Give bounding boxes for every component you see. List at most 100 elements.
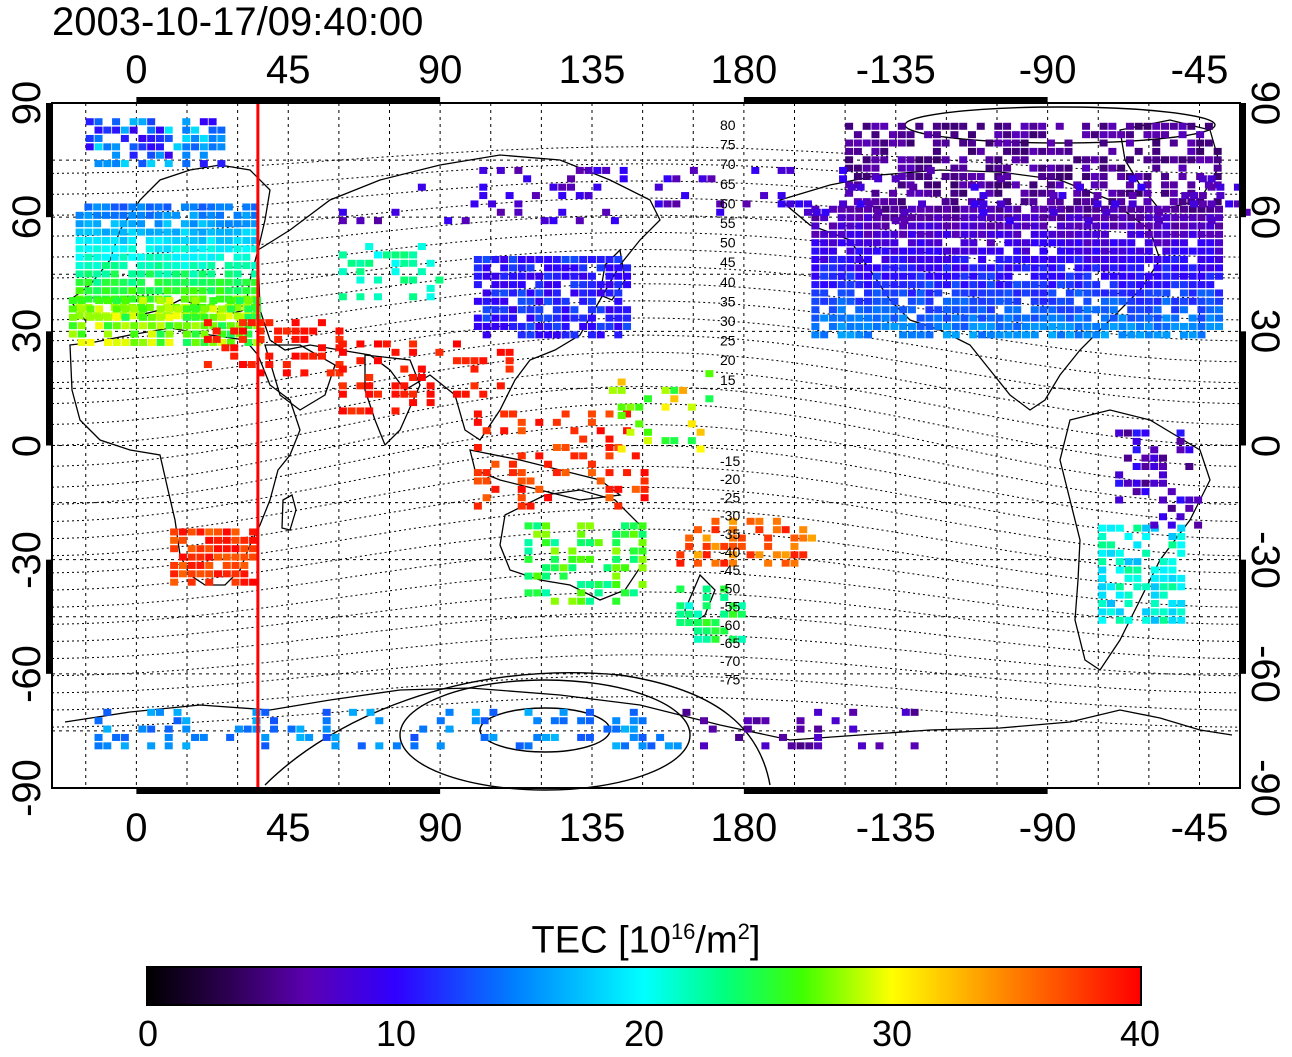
tec-cell <box>916 264 925 272</box>
tec-cell <box>1125 122 1134 130</box>
tec-cell <box>997 200 1005 208</box>
tec-cell <box>986 272 995 280</box>
tec-cell <box>1162 255 1171 263</box>
tec-cell <box>365 382 374 390</box>
tec-cell <box>103 338 112 346</box>
tec-cell <box>251 262 260 270</box>
tec-cell <box>112 118 121 126</box>
tec-cell <box>619 166 628 174</box>
tec-cell <box>855 205 864 213</box>
tec-cell <box>244 305 253 313</box>
tec-cell <box>976 181 985 189</box>
tec-cell <box>1132 488 1141 496</box>
tec-cell <box>205 545 214 553</box>
tec-cell <box>605 255 614 263</box>
tec-cell <box>1048 255 1057 263</box>
tec-cell <box>986 281 995 289</box>
tec-cell <box>305 733 314 741</box>
tec-cell <box>959 173 968 181</box>
coastline-madagascar <box>281 494 297 531</box>
tec-cell <box>391 251 400 259</box>
tec-cell <box>189 270 198 278</box>
tec-cell <box>309 327 318 335</box>
tec-cell <box>1038 131 1047 139</box>
tec-cell <box>839 175 848 183</box>
tec-cell <box>1162 322 1171 330</box>
tec-cell <box>452 340 461 348</box>
tec-cell <box>180 262 189 270</box>
tec-cell <box>676 585 685 593</box>
tec-cell <box>1198 200 1207 208</box>
tec-cell <box>1153 322 1162 330</box>
tec-cell <box>907 289 916 297</box>
tec-cell <box>128 253 137 261</box>
tec-cell <box>1115 558 1124 566</box>
tec-cell <box>575 217 584 225</box>
tec-cell <box>444 217 453 225</box>
tec-cell <box>862 164 871 172</box>
tec-cell <box>568 555 577 563</box>
tec-cell <box>925 306 934 314</box>
tec-cell <box>837 322 846 330</box>
tec-cell <box>180 253 189 261</box>
tec-cell <box>233 253 242 261</box>
tec-cell <box>729 610 738 618</box>
tec-cell <box>216 278 225 286</box>
tec-cell <box>121 322 130 330</box>
coastline-arabia <box>264 344 336 411</box>
tec-cell <box>916 331 925 339</box>
tec-cell <box>221 344 230 352</box>
tec-cell <box>871 156 880 164</box>
colorbar-tick: 10 <box>375 1013 417 1054</box>
tec-cell <box>579 435 588 443</box>
tec-cell <box>419 725 428 733</box>
tec-cell <box>1150 608 1159 616</box>
tec-cell <box>915 189 924 197</box>
tec-cell <box>702 534 711 542</box>
tec-cell <box>1159 479 1167 487</box>
tec-cell <box>282 361 291 369</box>
tec-cell <box>986 264 995 272</box>
tec-cell <box>820 331 829 339</box>
tec-cell <box>233 262 242 270</box>
frame-bar-right <box>1240 559 1246 674</box>
tec-cell <box>1030 314 1039 322</box>
tec-cell <box>1083 264 1092 272</box>
tec-cell <box>138 118 147 126</box>
tec-cell <box>978 331 987 339</box>
tec-cell <box>222 570 231 578</box>
tec-cell <box>702 542 711 550</box>
tec-cell <box>906 164 915 172</box>
tec-cell <box>544 494 553 502</box>
tec-cell <box>1065 247 1074 255</box>
tec-cell <box>654 183 663 191</box>
tec-cell <box>1144 306 1153 314</box>
tec-cell <box>426 259 435 267</box>
tec-cell <box>173 143 182 151</box>
tec-cell <box>629 522 638 530</box>
tec-cell <box>808 534 816 542</box>
tec-cell <box>890 272 899 280</box>
tec-cell <box>1127 205 1136 213</box>
tec-cell <box>533 530 542 538</box>
tec-cell <box>473 272 482 280</box>
tec-cell <box>890 255 899 263</box>
tec-cell <box>821 208 830 216</box>
tec-cell <box>550 539 559 547</box>
x-tick-top: 135 <box>558 48 626 92</box>
tec-cell <box>778 733 787 741</box>
tec-cell <box>638 539 647 547</box>
tec-cell <box>786 200 795 208</box>
tec-cell <box>93 211 102 219</box>
tec-cell <box>1115 616 1124 624</box>
tec-cell <box>720 610 729 618</box>
tec-cell <box>1141 454 1150 462</box>
tec-cell <box>517 306 526 314</box>
tec-cell <box>500 289 509 297</box>
tec-cell <box>1161 189 1170 197</box>
tec-cell <box>242 253 251 261</box>
tec-cell <box>138 143 147 151</box>
tec-cell <box>772 517 781 525</box>
tec-cell <box>643 395 652 403</box>
tec-cell <box>137 278 146 286</box>
